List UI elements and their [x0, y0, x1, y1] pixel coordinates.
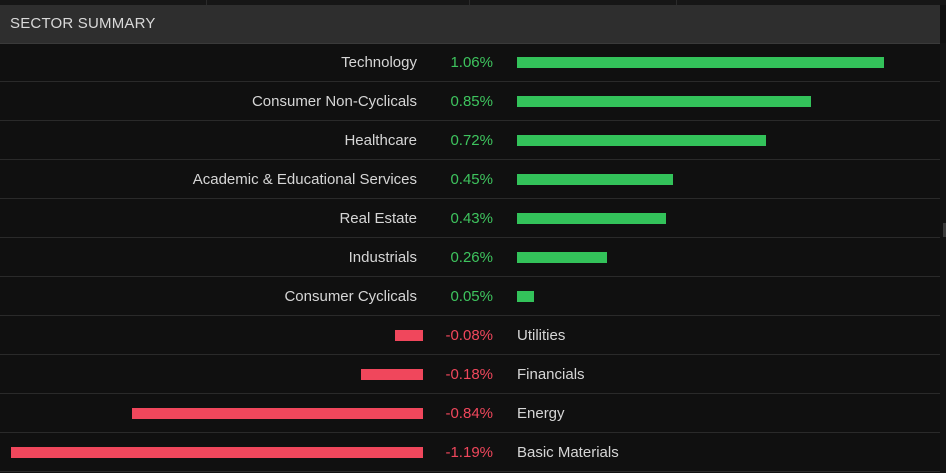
- sector-name: Consumer Cyclicals: [284, 288, 417, 305]
- sector-change: -0.08%: [445, 327, 493, 344]
- sector-change: 0.26%: [450, 249, 493, 266]
- sector-change-bar: [517, 252, 607, 263]
- sector-change: 0.05%: [450, 288, 493, 305]
- sector-change-bar: [517, 96, 811, 107]
- sector-change-bar: [132, 408, 423, 419]
- panel-title: SECTOR SUMMARY: [10, 15, 156, 32]
- scrollbar-marker[interactable]: [943, 223, 946, 237]
- top-strip-divider: [469, 0, 470, 5]
- sector-name: Consumer Non-Cyclicals: [251, 93, 417, 110]
- sector-name: Basic Materials: [517, 444, 619, 461]
- sector-change-bar: [517, 174, 673, 185]
- sector-row[interactable]: Industrials 0.26%: [0, 238, 940, 277]
- sector-row[interactable]: Healthcare 0.72%: [0, 121, 940, 160]
- sector-change: 0.72%: [450, 132, 493, 149]
- sector-row[interactable]: Consumer Non-Cyclicals 0.85%: [0, 82, 940, 121]
- sector-change-bar: [361, 369, 423, 380]
- sector-name: Healthcare: [344, 132, 417, 149]
- top-strip-divider: [676, 0, 677, 5]
- sector-change: 0.45%: [450, 171, 493, 188]
- sector-row[interactable]: Real Estate 0.43%: [0, 199, 940, 238]
- scrollbar-track[interactable]: [940, 43, 946, 473]
- sector-change: -1.19%: [445, 444, 493, 461]
- sector-change: -0.84%: [445, 405, 493, 422]
- sector-name: Financials: [517, 366, 585, 383]
- sector-row[interactable]: Utilities -0.08%: [0, 316, 940, 355]
- sector-name: Energy: [517, 405, 565, 422]
- sector-row[interactable]: Technology 1.06%: [0, 43, 940, 82]
- sector-change-bar: [517, 213, 666, 224]
- sector-change-bar: [517, 291, 534, 302]
- sector-change-bar: [517, 135, 766, 146]
- sector-row[interactable]: Basic Materials -1.19%: [0, 433, 940, 472]
- panel-header: SECTOR SUMMARY: [0, 5, 940, 44]
- sector-change: -0.18%: [445, 366, 493, 383]
- sector-row[interactable]: Academic & Educational Services 0.45%: [0, 160, 940, 199]
- sector-change-bar: [11, 447, 423, 458]
- sector-change-bar: [395, 330, 423, 341]
- sector-row[interactable]: Consumer Cyclicals 0.05%: [0, 277, 940, 316]
- sector-row[interactable]: Energy -0.84%: [0, 394, 940, 433]
- sector-change: 0.43%: [450, 210, 493, 227]
- top-strip: [0, 0, 946, 5]
- sector-change: 0.85%: [450, 93, 493, 110]
- sector-name: Academic & Educational Services: [192, 171, 417, 188]
- sector-change: 1.06%: [450, 54, 493, 71]
- sector-name: Utilities: [517, 327, 566, 344]
- top-strip-divider: [206, 0, 207, 5]
- sector-row[interactable]: Financials -0.18%: [0, 355, 940, 394]
- sector-name: Industrials: [348, 249, 417, 266]
- sector-list: Technology 1.06% Consumer Non-Cyclicals 0.8…: [0, 43, 940, 472]
- sector-change-bar: [517, 57, 884, 68]
- sector-name: Technology: [341, 54, 417, 71]
- sector-name: Real Estate: [339, 210, 417, 227]
